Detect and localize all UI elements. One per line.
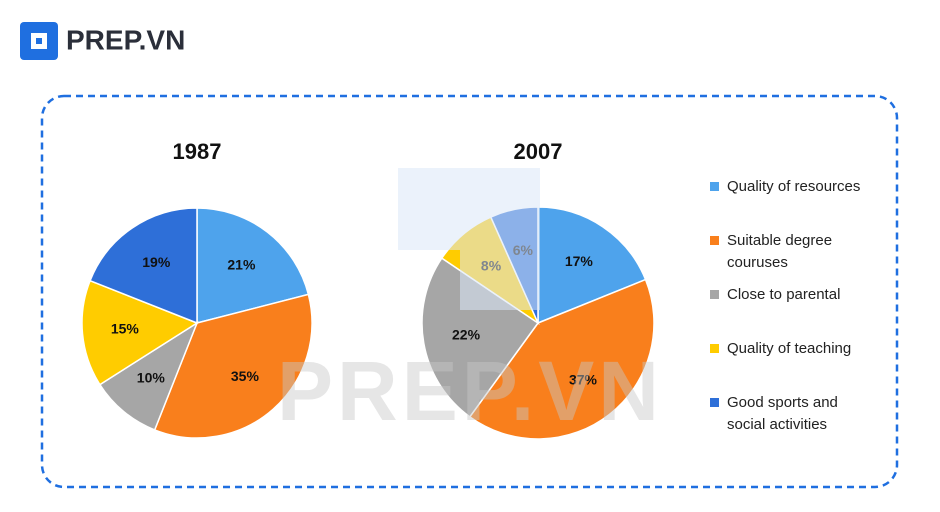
watermark-logo [398,168,540,310]
logo-icon-dot [36,38,42,44]
legend-swatch [710,398,719,407]
slice-label: 19% [142,254,171,270]
pie-title: 2007 [514,139,563,164]
legend-entry: Close to parental [710,284,878,306]
pie-slice [89,207,198,325]
legend-swatch [710,182,719,191]
slice-label: 37% [569,371,598,387]
legend-swatch [710,236,719,245]
slice-label: 10% [137,370,166,386]
legend-label: Good sports and social activities [727,394,838,433]
slice-label: 17% [565,253,594,269]
legend-label: Suitable degree couruses [727,232,833,271]
pie-slice [468,278,655,440]
legend-entry: Quality of resources [710,176,878,198]
legend-label: Close to parental [727,286,841,303]
pie-slice [537,206,647,325]
legend-label: Quality of teaching [727,340,852,357]
slice-label: 21% [227,256,256,272]
frame [40,94,899,489]
brand: PREP.VN [66,24,185,55]
legend-entry: Suitable degree couruses [710,230,878,274]
slice-label: 35% [231,368,260,384]
pie-slice [81,279,199,386]
pie-slice [153,293,313,439]
pie-slice [98,321,199,431]
slice-label: 15% [111,321,140,337]
watermark: PREP.VN [277,344,663,438]
legend-entry: Good sports and social activities [710,392,878,436]
pie-slice [196,207,310,324]
pie-title: 1987 [173,139,222,164]
legend-swatch [710,290,719,299]
legend-swatch [710,344,719,353]
pie-slice [421,257,540,418]
legend-label: Quality of resources [727,178,861,195]
slice-label: 22% [452,326,481,342]
legend-entry: Quality of teaching [710,338,878,360]
